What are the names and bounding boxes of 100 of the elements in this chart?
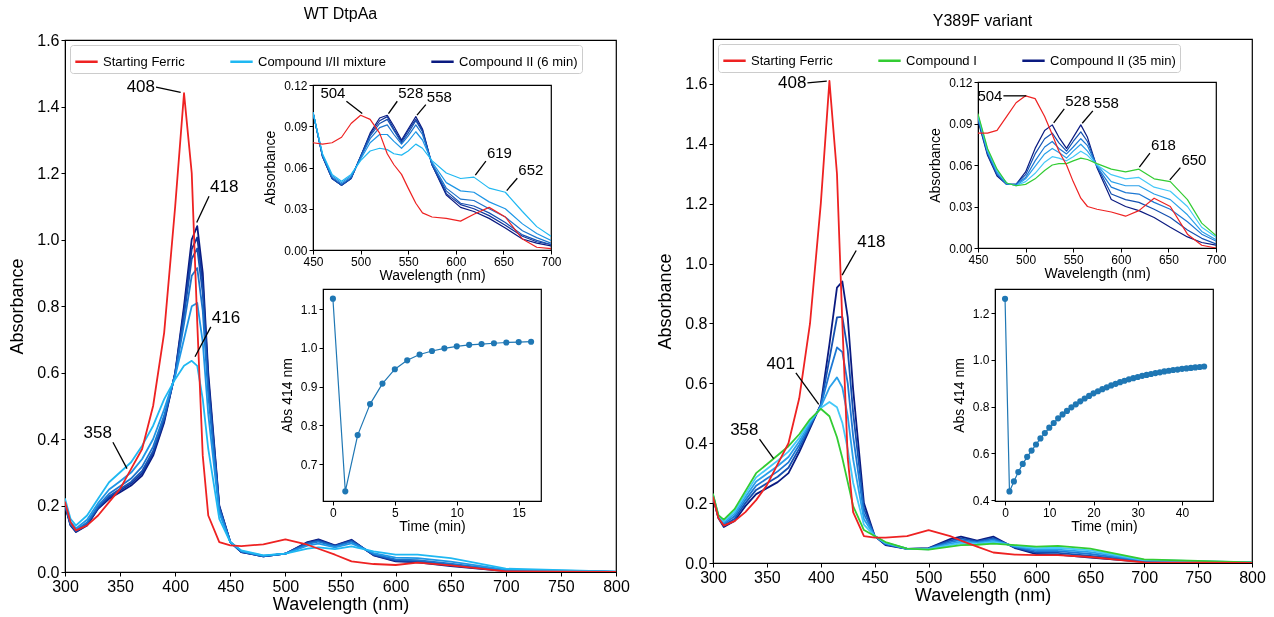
- x-tick-label: 450: [861, 568, 889, 586]
- y-tick-label: 0.03: [949, 200, 973, 214]
- x-tick-label: 30: [1131, 505, 1146, 520]
- y-tick-label: 0.03: [284, 202, 308, 217]
- x-tick-label: 650: [1158, 252, 1180, 267]
- x-tick-label: 650: [493, 254, 515, 269]
- y-tick-label: 1.2: [972, 306, 990, 321]
- x-tick-label: 10: [1043, 505, 1057, 520]
- annotation: 558: [1093, 93, 1119, 111]
- x-tick-label: 20: [1087, 505, 1102, 520]
- y-tick-label: 0.8: [972, 400, 990, 415]
- y-tick-label: 0.06: [949, 158, 973, 173]
- x-tick-label: 400: [162, 577, 190, 595]
- y-tick-label: 0.8: [300, 418, 318, 433]
- y-tick-label: 1.0: [37, 231, 60, 248]
- x-tick-label: 10: [450, 505, 465, 520]
- x-tick-label: 500: [272, 577, 300, 595]
- annotation: 618: [1150, 136, 1176, 154]
- legend-label: Starting Ferric: [103, 53, 186, 69]
- x-tick-label: 550: [398, 254, 420, 269]
- x-tick-label: 650: [1077, 568, 1105, 586]
- y-tick-label: 0.4: [685, 434, 708, 452]
- y-tick-label: 0.2: [685, 494, 708, 512]
- y-tick-label: 0.6: [972, 446, 990, 461]
- x-tick-label: 400: [807, 568, 835, 586]
- annotation: 401: [766, 353, 795, 373]
- y-tick-label: 1.2: [37, 164, 60, 182]
- x-axis-title: Wavelength (nm): [272, 593, 410, 614]
- x-tick-label: 700: [492, 577, 520, 595]
- y-tick-label: 1.4: [685, 135, 708, 153]
- x-tick-label: 350: [107, 577, 135, 595]
- x-axis-title: Wavelength (nm): [379, 266, 486, 283]
- annotation: 528: [398, 84, 424, 102]
- y-tick-label: 0.12: [284, 78, 308, 93]
- x-tick-label: 800: [1239, 568, 1266, 586]
- x-tick-label: 0: [1002, 505, 1010, 520]
- annotation: 504: [977, 86, 1003, 104]
- y-tick-label: 1.4: [37, 98, 60, 115]
- y-tick-label: 1.0: [685, 255, 708, 273]
- x-tick-label: 550: [1063, 252, 1085, 267]
- chart-title: WT DtpAa: [303, 5, 378, 22]
- x-axis-title: Wavelength (nm): [1044, 264, 1151, 281]
- annotation: 418: [210, 177, 239, 197]
- annotation: 652: [518, 161, 544, 179]
- annotation: 619: [486, 144, 512, 162]
- x-tick-label: 500: [1016, 252, 1037, 267]
- x-tick-label: 600: [1023, 568, 1051, 586]
- legend-label: Compound II (6 min): [459, 53, 578, 69]
- x-tick-label: 600: [1111, 252, 1132, 267]
- x-axis-title: Time (min): [1071, 517, 1138, 534]
- annotation: 408: [126, 77, 156, 97]
- x-axis-title: Time (min): [399, 517, 466, 534]
- x-tick-label: 750: [1185, 568, 1213, 586]
- x-tick-label: 600: [446, 254, 467, 269]
- x-tick-label: 700: [1131, 568, 1159, 586]
- annotation: 358: [83, 423, 112, 443]
- y-tick-label: 0.06: [284, 161, 308, 175]
- annotation: 408: [778, 72, 807, 92]
- y-tick-label: 1.0: [300, 341, 318, 356]
- chart-title: Y389F variant: [932, 12, 1033, 29]
- y-tick-label: 0.6: [685, 374, 708, 392]
- legend-label: Compound II (35 min): [1050, 52, 1176, 68]
- annotation: 504: [320, 84, 346, 102]
- x-tick-label: 15: [512, 505, 527, 520]
- x-tick-label: 500: [915, 568, 943, 586]
- x-tick-label: 450: [217, 577, 245, 595]
- x-tick-label: 550: [327, 577, 355, 595]
- y-tick-label: 1.0: [972, 353, 990, 368]
- y-axis-title: Absorbance: [262, 130, 279, 206]
- x-tick-label: 40: [1175, 505, 1190, 520]
- x-tick-label: 700: [541, 254, 562, 269]
- x-tick-label: 350: [754, 568, 781, 586]
- y-tick-label: 0.9: [300, 380, 318, 395]
- annotation: 416: [211, 307, 241, 327]
- y-axis-title: Abs 414 nm: [950, 358, 967, 433]
- x-tick-label: 5: [392, 505, 399, 520]
- y-tick-label: 0.2: [37, 497, 60, 514]
- y-tick-label: 1.1: [300, 302, 318, 317]
- y-tick-label: 0.09: [284, 119, 308, 134]
- x-tick-label: 0: [330, 505, 338, 520]
- y-tick-label: 0.8: [685, 314, 708, 332]
- y-tick-label: 1.6: [37, 31, 60, 49]
- y-tick-label: 0.12: [949, 75, 973, 90]
- legend-label: Compound I/II mixture: [258, 53, 386, 69]
- annotation: 418: [857, 231, 886, 251]
- annotation: 650: [1181, 150, 1207, 168]
- legend-label: Starting Ferric: [751, 52, 834, 68]
- annotation: 528: [1065, 91, 1091, 109]
- annotation: 558: [426, 87, 452, 105]
- annotation: 358: [730, 420, 759, 440]
- x-tick-label: 700: [1206, 252, 1227, 267]
- y-tick-label: 0.4: [37, 430, 60, 448]
- y-tick-label: 0.6: [37, 364, 60, 381]
- x-tick-label: 650: [437, 577, 465, 595]
- y-tick-label: 1.2: [685, 195, 708, 213]
- x-tick-label: 500: [351, 254, 372, 269]
- y-axis-title: Absorbance: [927, 127, 944, 203]
- x-axis-title: Wavelength (nm): [914, 584, 1052, 605]
- legend-label: Compound I: [906, 52, 977, 68]
- y-axis-title: Absorbance: [7, 258, 28, 355]
